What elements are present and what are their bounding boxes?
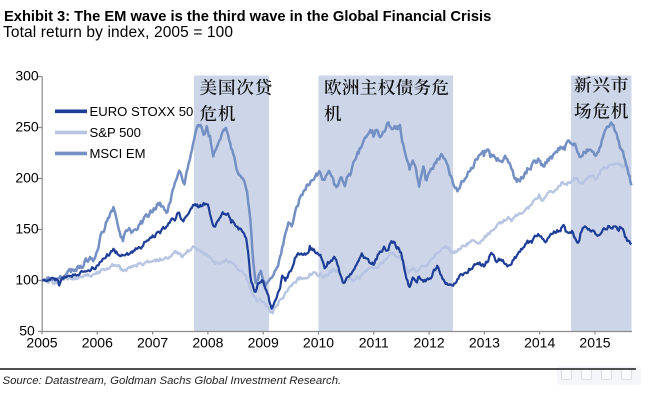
svg-text:2007: 2007 <box>137 334 168 350</box>
svg-text:50: 50 <box>19 322 35 338</box>
svg-text:2005: 2005 <box>26 334 57 350</box>
svg-text:200: 200 <box>15 169 39 185</box>
svg-text:S&P 500: S&P 500 <box>90 125 141 140</box>
svg-text:100: 100 <box>15 271 39 287</box>
svg-text:150: 150 <box>15 220 39 236</box>
svg-text:250: 250 <box>15 118 39 134</box>
svg-text:2010: 2010 <box>303 334 334 350</box>
svg-text:2013: 2013 <box>469 334 500 350</box>
svg-text:2006: 2006 <box>82 334 113 350</box>
svg-text:2008: 2008 <box>192 334 223 350</box>
svg-text:300: 300 <box>15 67 39 83</box>
svg-text:EURO STOXX 50: EURO STOXX 50 <box>90 104 194 119</box>
svg-text:MSCI EM: MSCI EM <box>90 146 146 161</box>
svg-text:2015: 2015 <box>579 334 610 350</box>
svg-text:2012: 2012 <box>414 334 445 350</box>
svg-text:2011: 2011 <box>359 334 389 350</box>
svg-text:2014: 2014 <box>524 334 555 350</box>
svg-text:2009: 2009 <box>248 334 279 350</box>
